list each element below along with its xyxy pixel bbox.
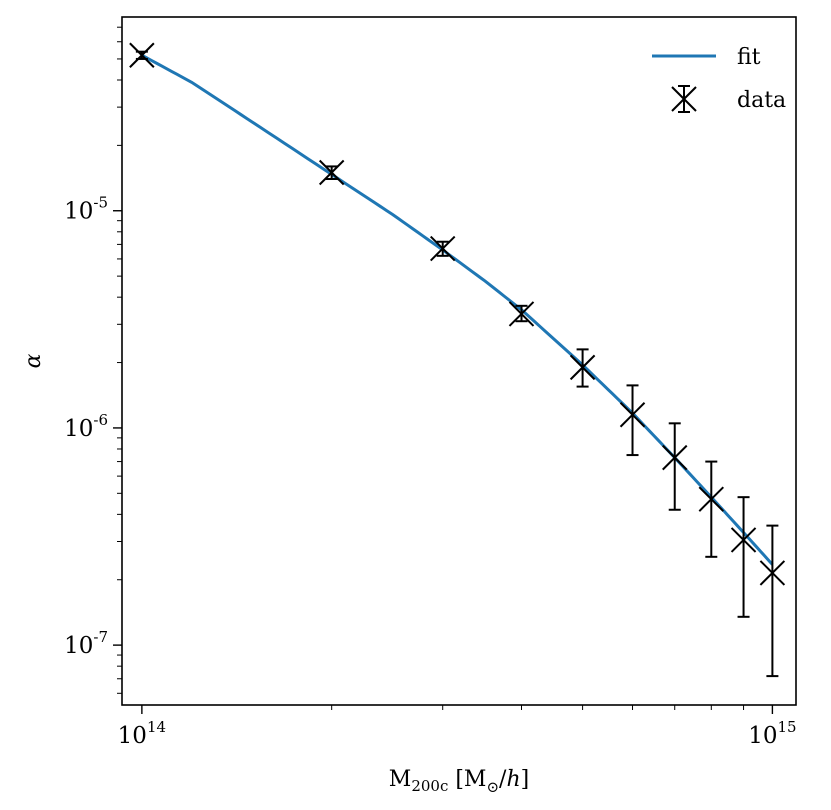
x-tick-label: 1015 (748, 718, 796, 749)
x-axis-label-close: ] (521, 767, 530, 792)
legend-fit-label: fit (737, 45, 761, 70)
x-axis-label-slash: / (499, 767, 507, 792)
x-marker-stroke (569, 354, 596, 381)
data-point (730, 496, 757, 618)
x-marker-stroke (619, 402, 646, 428)
data-point (662, 422, 688, 511)
y-tick-label-exponent: -5 (93, 194, 108, 212)
y-tick-label-base: 10 (64, 199, 93, 225)
x-tick-label-base: 10 (748, 723, 777, 749)
x-tick-label-exponent: 15 (777, 718, 796, 736)
data-point (698, 460, 725, 558)
x-marker-stroke (662, 444, 688, 471)
data-point (619, 384, 646, 457)
legend: fit data (652, 45, 786, 113)
x-axis-label-odot: ⊙ (486, 778, 499, 796)
legend-data-label: data (737, 88, 786, 113)
legend-data-swatch (671, 85, 697, 113)
data-point (430, 235, 456, 262)
y-tick-label-exponent: -7 (93, 628, 108, 646)
y-tick-label-base: 10 (64, 633, 93, 659)
y-axis-ticks: 10-510-610-7 (64, 26, 122, 694)
x-axis-ticks: 1014 1015 (118, 705, 797, 749)
x-marker-stroke (730, 527, 757, 553)
plot-area (129, 42, 786, 678)
x-axis-label: M200c [M⊙/h] (389, 767, 529, 796)
y-tick-label-exponent: -6 (93, 411, 108, 429)
x-tick-label-exponent: 14 (147, 718, 166, 736)
x-tick-label: 1014 (118, 718, 166, 749)
fit-line (141, 53, 774, 566)
x-marker-stroke (508, 301, 535, 327)
data-point (508, 301, 535, 327)
plot-frame (121, 16, 797, 706)
data-point (129, 42, 155, 68)
x-axis-label-sub: 200c (411, 777, 448, 795)
y-tick-label-base: 10 (64, 416, 93, 442)
x-marker-stroke (129, 42, 155, 68)
x-axis-label-rest: [M (448, 767, 486, 792)
y-axis-label: α (21, 353, 46, 368)
x-marker-stroke (759, 560, 786, 586)
x-marker-stroke (698, 486, 725, 512)
x-axis-label-main: M (389, 767, 412, 792)
data-point (759, 524, 786, 678)
x-tick-label-base: 10 (118, 723, 147, 749)
y-tick-label: 10-5 (64, 194, 108, 225)
data-point (318, 159, 345, 186)
x-axis-label-h: h (506, 767, 520, 792)
y-tick-label: 10-6 (64, 411, 108, 442)
y-tick-label: 10-7 (64, 628, 108, 659)
x-marker-stroke (430, 235, 456, 262)
x-marker-stroke (318, 159, 345, 186)
data-point (569, 348, 596, 388)
